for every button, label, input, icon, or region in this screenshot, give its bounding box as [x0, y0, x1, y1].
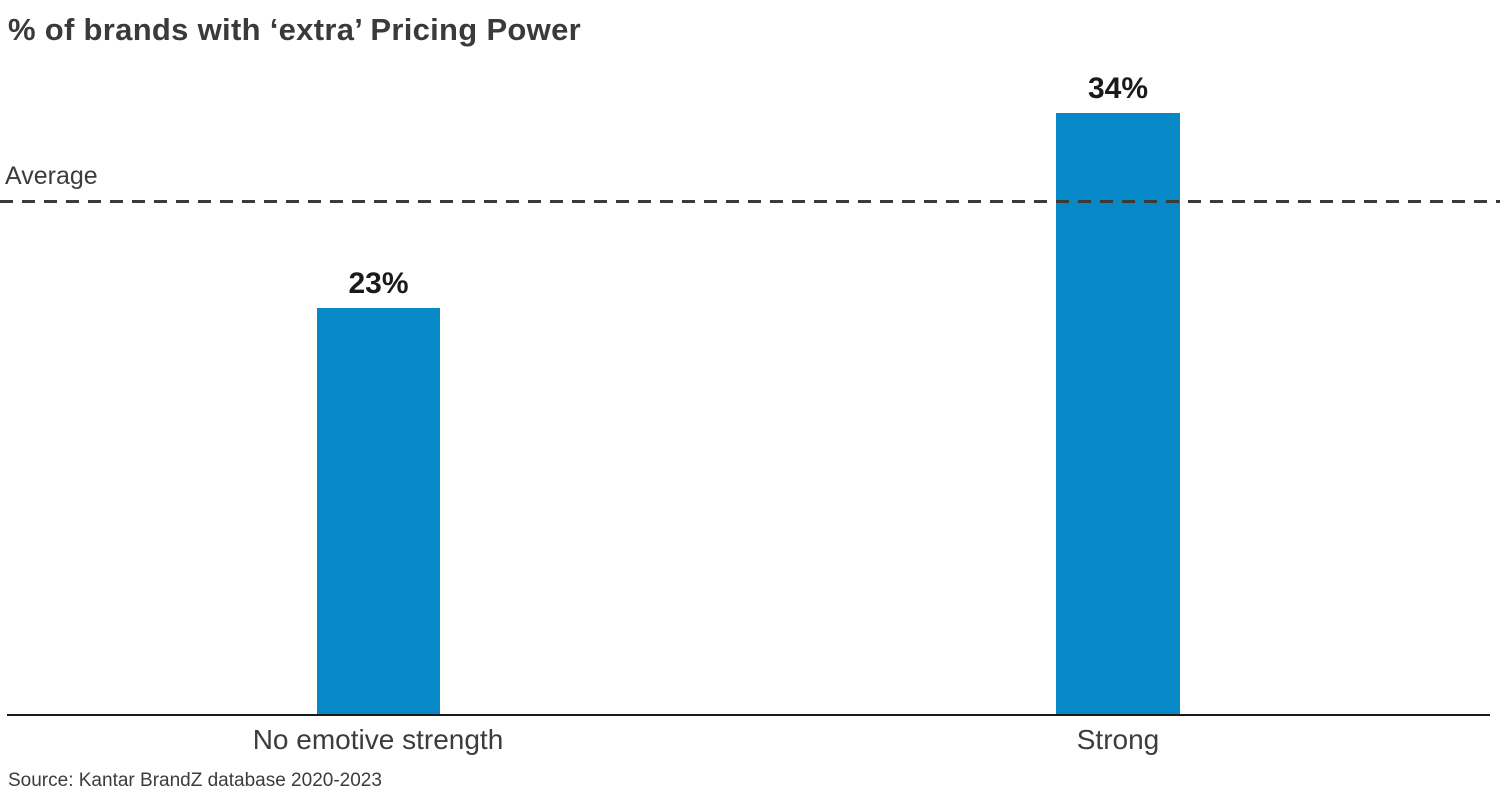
- category-label-no-emotive-strength: No emotive strength: [252, 724, 504, 755]
- category-label-strong: Strong: [1076, 724, 1160, 755]
- bar-no-emotive-strength: [317, 308, 440, 715]
- bar-group-strong: 34%: [1056, 72, 1180, 715]
- bar-value-label: 34%: [1087, 72, 1149, 105]
- bar-strong: [1056, 113, 1180, 715]
- bar-value-label: 23%: [348, 267, 409, 300]
- source-text: Source: Kantar BrandZ database 2020-2023: [8, 770, 382, 791]
- average-line-label: Average: [5, 162, 98, 190]
- bar-group-no-emotive-strength: 23%: [317, 267, 440, 715]
- x-axis-line: [7, 714, 1490, 716]
- average-dashed-line: [0, 200, 1500, 203]
- chart-title: % of brands with ‘extra’ Pricing Power: [8, 12, 581, 47]
